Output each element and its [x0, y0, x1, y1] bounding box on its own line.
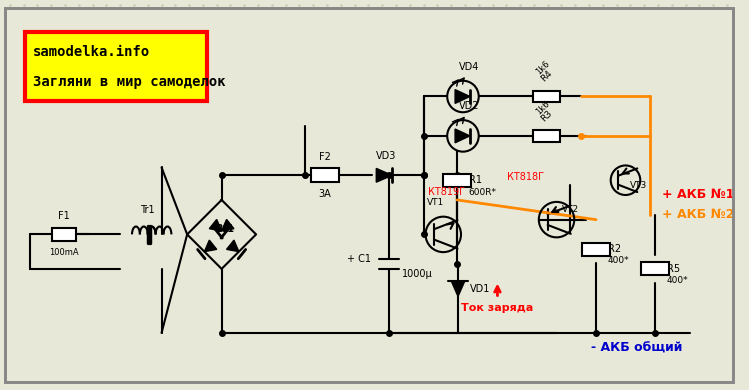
Text: VD3: VD3 — [376, 151, 396, 161]
Bar — [533, 130, 560, 142]
Bar — [641, 262, 669, 275]
Text: + АКБ №1: + АКБ №1 — [662, 188, 734, 202]
Text: Загляни в мир самоделок: Загляни в мир самоделок — [32, 75, 225, 89]
Text: VD2: VD2 — [458, 101, 479, 111]
Text: 600R*: 600R* — [469, 188, 497, 197]
Polygon shape — [376, 168, 392, 182]
Bar — [443, 174, 471, 187]
Text: - АКБ общий: - АКБ общий — [591, 341, 682, 354]
Text: 400*: 400* — [667, 276, 688, 285]
Text: VT1: VT1 — [427, 198, 444, 207]
Bar — [312, 168, 339, 182]
Text: 1k6: 1k6 — [534, 99, 551, 116]
Text: samodelka.info: samodelka.info — [32, 45, 150, 59]
Text: R4: R4 — [539, 69, 554, 84]
Text: R5: R5 — [667, 264, 680, 274]
Polygon shape — [204, 240, 216, 252]
Polygon shape — [222, 220, 234, 231]
Text: КТ818Г: КТ818Г — [507, 172, 545, 182]
Bar — [533, 90, 560, 103]
Text: 400*: 400* — [607, 257, 629, 266]
Text: 1k6: 1k6 — [534, 59, 551, 77]
Text: + C1: + C1 — [348, 254, 372, 264]
Text: VD1: VD1 — [470, 284, 491, 294]
Text: F2: F2 — [319, 151, 331, 161]
Text: R2: R2 — [607, 244, 621, 254]
Text: VT3: VT3 — [631, 181, 648, 190]
Polygon shape — [209, 220, 222, 231]
Text: VT2: VT2 — [562, 205, 578, 214]
Polygon shape — [455, 129, 470, 143]
Text: F1: F1 — [58, 211, 70, 221]
Polygon shape — [451, 281, 465, 296]
Text: 100mA: 100mA — [49, 248, 79, 257]
Bar — [582, 243, 610, 255]
Bar — [52, 228, 76, 241]
Text: R1: R1 — [469, 175, 482, 185]
FancyBboxPatch shape — [25, 32, 207, 101]
Polygon shape — [455, 90, 470, 103]
Polygon shape — [226, 240, 239, 252]
Text: 3A: 3A — [318, 189, 332, 199]
Text: + АКБ №2: + АКБ №2 — [662, 208, 734, 221]
Text: R3: R3 — [539, 108, 554, 123]
Text: Tr1: Tr1 — [141, 205, 155, 215]
Text: Ток заряда: Ток заряда — [461, 303, 533, 313]
Text: VD4: VD4 — [458, 62, 479, 72]
Text: Br1: Br1 — [215, 225, 234, 234]
Text: КТ819Г: КТ819Г — [428, 187, 466, 197]
Text: 1000μ: 1000μ — [402, 269, 433, 279]
